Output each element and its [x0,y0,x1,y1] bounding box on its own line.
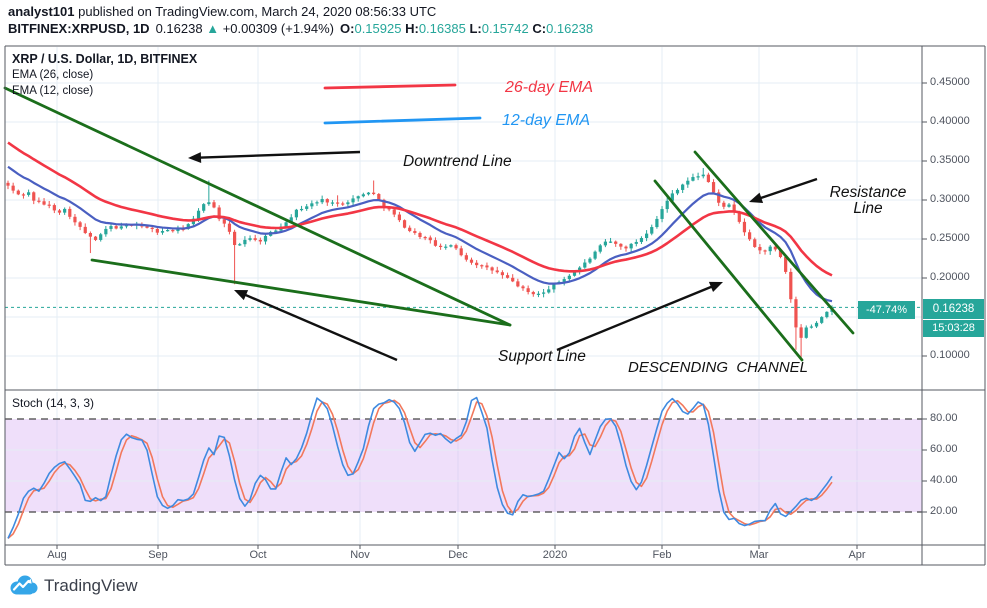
indicator-stoch[interactable]: Stoch (14, 3, 3) [12,396,95,410]
price-axis-label: 0.10000 [930,349,970,361]
annotation-resistance-label: Resistance Line [818,185,918,217]
high-value: 0.16385 [418,21,466,36]
annotation-ema12-label: 12-day EMA [502,112,591,129]
symbol-name: BITFINEX:XRPUSD, 1D [8,21,150,36]
time-axis-label: Nov [350,549,370,561]
indicator-ema12[interactable]: EMA (12, close) [12,85,94,97]
indicator-ema26[interactable]: EMA (26, close) [12,69,94,81]
stoch-axis-label: 20.00 [930,505,958,517]
published-info: published on TradingView.com, March 24, … [74,4,437,19]
time-axis-label: Mar [749,549,769,561]
price-axis-label: 0.20000 [930,271,970,283]
annotation-ema26-label: 26-day EMA [505,79,594,96]
tradingview-logo-icon[interactable] [8,572,40,600]
annotation-resistance-line2: Line [853,200,883,217]
change-percent-badge: -47.74% [858,301,915,319]
time-axis-label: Apr [848,549,866,561]
annotation-channel-label: DESCENDING CHANNEL [628,359,809,376]
tradingview-brand[interactable]: TradingView [44,576,138,595]
annotation-support-label: Support Line [498,348,586,365]
high-label: H: [405,21,419,36]
price-axis-label: 0.25000 [930,232,970,244]
price-axis-label: 0.45000 [930,76,970,88]
time-axis-label: Feb [652,549,672,561]
published-line: analyst101 published on TradingView.com,… [8,4,436,19]
stoch-axis-label: 60.00 [930,443,958,455]
time-axis-label: Aug [47,549,67,561]
symbol-status-line: BITFINEX:XRPUSD, 1D 0.16238 ▲ +0.00309 (+… [8,21,593,36]
stoch-axis-label: 40.00 [930,474,958,486]
up-arrow-icon: ▲ [206,21,220,36]
price-change: +0.00309 (+1.94%) [222,21,335,36]
time-axis-label: Dec [448,549,468,561]
annotation-resistance-line1: Resistance [829,184,907,201]
price-axis-label: 0.35000 [930,154,970,166]
time-axis-label: 2020 [542,549,568,561]
annotation-downtrend-label: Downtrend Line [403,153,512,170]
current-price-badge[interactable]: 0.16238 [923,299,984,319]
last-price: 0.16238 [155,21,203,36]
open-label: O: [340,21,355,36]
price-axis-label: 0.30000 [930,193,970,205]
close-value: 0.16238 [546,21,594,36]
countdown-badge: 15:03:28 [923,320,984,337]
time-axis-label: Oct [249,549,267,561]
low-label: L: [469,21,482,36]
stoch-axis-label: 80.00 [930,412,958,424]
publisher-name: analyst101 [8,4,75,19]
time-axis-label: Sep [148,549,168,561]
close-label: C: [532,21,547,36]
pane-title[interactable]: XRP / U.S. Dollar, 1D, BITFINEX [12,52,198,66]
low-value: 0.15742 [481,21,529,36]
open-value: 0.15925 [354,21,402,36]
price-axis-label: 0.40000 [930,115,970,127]
